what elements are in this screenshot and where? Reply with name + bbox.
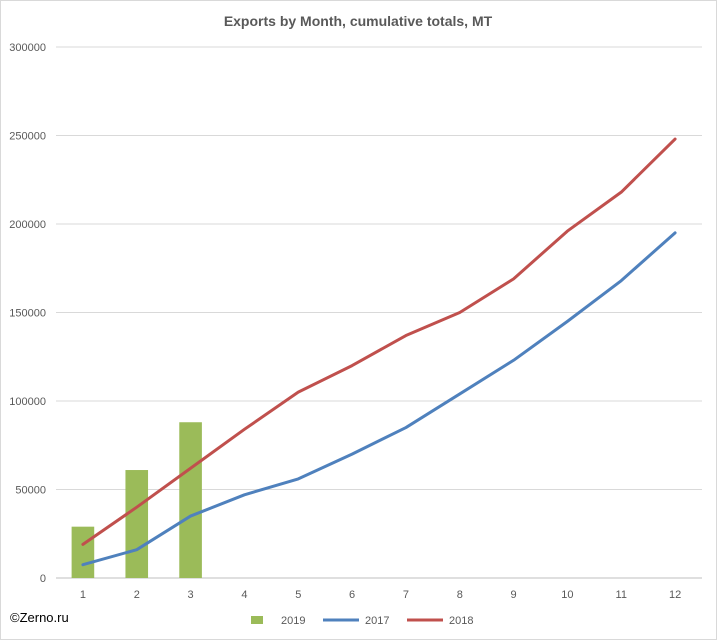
x-tick-label: 2	[134, 589, 140, 601]
x-tick-label: 3	[188, 589, 194, 601]
legend-swatch-2019	[251, 616, 263, 624]
chart-title: Exports by Month, cumulative totals, MT	[224, 13, 493, 29]
x-tick-label: 6	[349, 589, 355, 601]
x-tick-label: 5	[295, 589, 301, 601]
x-tick-label: 11	[616, 589, 627, 601]
bar-2019	[179, 422, 202, 578]
y-tick-label: 300000	[9, 42, 46, 54]
x-tick-label: 9	[511, 589, 517, 601]
gridlines	[56, 46, 702, 579]
y-tick-label: 200000	[9, 219, 46, 231]
x-tick-label: 8	[457, 589, 463, 601]
line-series	[81, 137, 677, 567]
x-tick-label: 4	[241, 589, 247, 601]
legend-label-2018: 2018	[449, 615, 473, 627]
legend-label-2017: 2017	[365, 615, 389, 627]
y-tick-label: 100000	[9, 396, 46, 408]
y-axis-ticks: 0 50000 100000 150000 200000 250000 300000	[9, 42, 46, 585]
y-tick-label: 150000	[9, 308, 46, 320]
x-tick-label: 10	[561, 589, 573, 601]
x-tick-label: 12	[669, 589, 681, 601]
bar-2019	[71, 526, 95, 578]
legend-label-2019: 2019	[281, 615, 305, 627]
watermark: ©Zerno.ru	[10, 610, 69, 625]
line-2018	[81, 137, 677, 546]
y-tick-label: 0	[40, 573, 46, 585]
y-tick-label: 50000	[15, 485, 46, 497]
bar-series	[71, 422, 202, 578]
y-tick-label: 250000	[9, 131, 46, 143]
x-tick-label: 7	[403, 589, 409, 601]
line-2017	[81, 231, 677, 567]
x-tick-label: 1	[80, 589, 86, 601]
x-axis-ticks: 1 2 3 4 5 6 7 8 9 10 11 12	[80, 589, 681, 601]
bar-2019	[125, 470, 149, 578]
legend: 2019 2017 2018	[251, 615, 473, 627]
